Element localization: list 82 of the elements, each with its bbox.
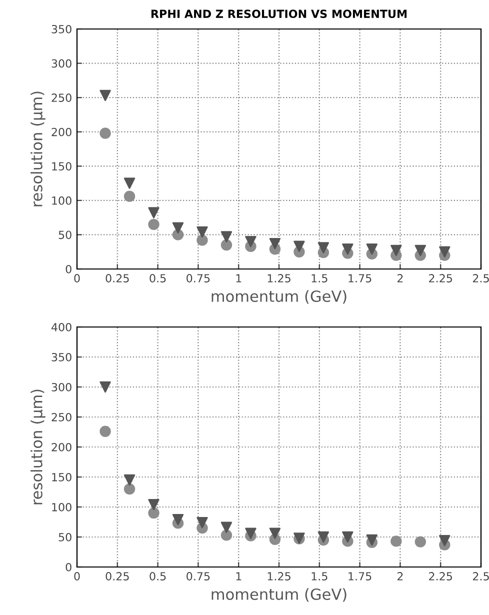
- point: [414, 244, 426, 256]
- point: [220, 231, 232, 242]
- y-tick-label: 0: [66, 562, 72, 572]
- point: [100, 90, 111, 102]
- y-tick-label: 350: [52, 24, 72, 34]
- x-axis-title: momentum (GeV): [212, 588, 346, 602]
- x-axis-title: momentum (GeV): [212, 290, 346, 304]
- y-tick-label: 300: [52, 59, 72, 68]
- y-tick-label: 150: [52, 162, 72, 171]
- y-axis-title: resolution (μm): [30, 92, 46, 206]
- point: [294, 240, 305, 252]
- x-tick-label: 1: [236, 274, 242, 282]
- x-tick-label: 1.25: [268, 572, 290, 580]
- y-tick-label: 300: [52, 382, 72, 392]
- x-tick-label: 1.5: [312, 274, 328, 282]
- y-tick-label: 0: [66, 264, 72, 274]
- point: [124, 474, 136, 486]
- x-tick-label: 0.25: [106, 572, 129, 580]
- point: [220, 522, 232, 534]
- point: [220, 239, 232, 251]
- x-tick-label: 1.25: [268, 274, 290, 282]
- point: [172, 514, 184, 526]
- point: [196, 516, 208, 528]
- x-tick-label: 0.25: [106, 274, 129, 282]
- point: [124, 178, 136, 189]
- y-tick-label: 100: [52, 502, 72, 512]
- point: [366, 534, 378, 546]
- x-tick-label: 0.75: [186, 274, 210, 282]
- x-tick-label: 1: [236, 572, 242, 580]
- x-tick-label: 2.25: [429, 274, 452, 282]
- point: [366, 244, 378, 255]
- y-tick-label: 200: [52, 442, 72, 452]
- point: [245, 236, 256, 248]
- point: [342, 531, 354, 543]
- point: [439, 246, 450, 258]
- x-tick-label: 1.75: [348, 572, 372, 580]
- point: [390, 244, 402, 256]
- point: [148, 207, 160, 218]
- y-tick-label: 350: [52, 352, 72, 362]
- point: [100, 128, 111, 139]
- x-tick-label: 2.5: [472, 572, 489, 580]
- point: [269, 238, 281, 250]
- y-tick-label: 150: [52, 472, 72, 482]
- point: [124, 483, 136, 495]
- point: [414, 536, 426, 548]
- point: [439, 534, 450, 546]
- x-tick-label: 2: [397, 274, 403, 282]
- y-tick-label: 250: [52, 94, 72, 102]
- point: [196, 226, 208, 238]
- x-tick-label: 2: [397, 572, 403, 580]
- y-tick-label: 250: [52, 412, 72, 422]
- x-tick-label: 0.75: [186, 572, 210, 580]
- y-tick-label: 400: [51, 322, 72, 332]
- point: [269, 528, 281, 540]
- point: [172, 222, 184, 234]
- chart-title: RPHI AND Z RESOLUTION VS MOMENTUM: [151, 10, 407, 18]
- x-tick-label: 2.5: [472, 274, 489, 282]
- x-tick-label: 1.5: [312, 572, 328, 580]
- x-tick-label: 0: [74, 274, 80, 282]
- point: [220, 530, 232, 541]
- x-tick-label: 0.5: [150, 572, 166, 580]
- y-axis-title: resolution (μm): [30, 390, 46, 504]
- y-tick-label: 50: [58, 230, 72, 240]
- x-tick-label: 1.75: [348, 274, 372, 282]
- point: [342, 244, 354, 255]
- point: [245, 528, 256, 540]
- x-tick-label: 0.5: [150, 274, 166, 282]
- point: [100, 381, 111, 393]
- point: [196, 234, 208, 246]
- point: [318, 242, 330, 254]
- point: [148, 498, 160, 510]
- point: [148, 218, 160, 230]
- point: [390, 536, 402, 547]
- y-tick-label: 50: [58, 532, 72, 542]
- point: [100, 426, 111, 438]
- point: [124, 190, 136, 202]
- x-tick-label: 0: [74, 572, 80, 580]
- y-tick-label: 100: [52, 196, 72, 205]
- y-tick-label: 200: [52, 128, 72, 136]
- point: [318, 531, 330, 543]
- point: [148, 507, 160, 519]
- x-tick-label: 2.25: [429, 572, 452, 580]
